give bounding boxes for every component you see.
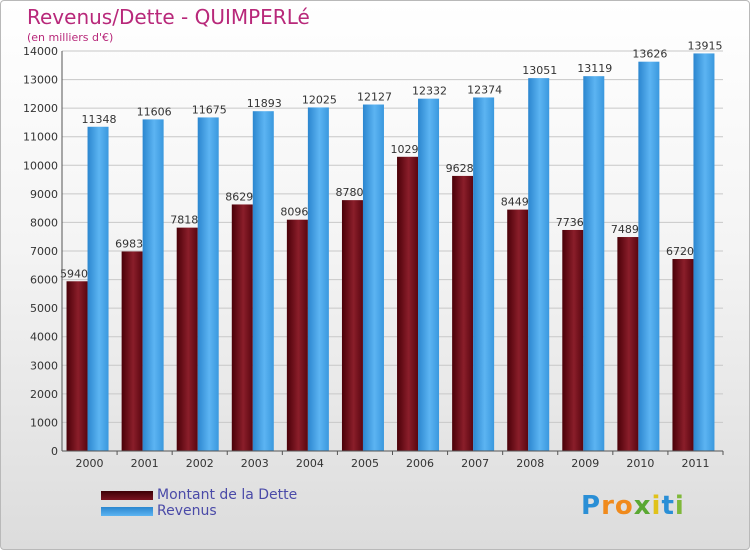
data-labels: 5940 11348 6983 11606 7818 11675 8629 11893 8096… xyxy=(60,39,722,280)
data-label-dette: 6983 xyxy=(115,237,143,250)
x-tick-label: 2006 xyxy=(406,457,434,470)
bar-revenus xyxy=(583,76,605,452)
data-label-revenus: 12374 xyxy=(467,83,502,96)
data-label-dette: 7489 xyxy=(611,223,639,236)
bar-revenus xyxy=(693,53,715,452)
y-tick-label: 3000 xyxy=(30,359,58,372)
bar-revenus xyxy=(307,107,329,451)
bar-dette xyxy=(617,237,639,451)
y-tick-label: 7000 xyxy=(30,245,58,258)
bar-dette xyxy=(562,229,584,451)
bar-dette xyxy=(397,156,419,452)
data-label-dette: 7736 xyxy=(556,216,584,229)
data-label-dette: 5940 xyxy=(60,267,88,280)
x-tick-label: 2001 xyxy=(131,457,159,470)
data-label-dette: 8449 xyxy=(501,196,529,209)
y-tick-label: 4000 xyxy=(30,331,58,344)
legend-swatch-dette xyxy=(101,491,153,500)
y-tick-label: 12000 xyxy=(23,102,58,115)
x-tick-label: 2003 xyxy=(241,457,269,470)
data-label-dette: 7818 xyxy=(170,214,198,227)
data-label-revenus: 13051 xyxy=(522,64,557,77)
x-tick-label: 2005 xyxy=(351,457,379,470)
data-label-revenus: 12332 xyxy=(412,85,447,98)
data-label-dette: 8096 xyxy=(280,206,308,219)
bar-revenus xyxy=(87,126,109,452)
bar-dette xyxy=(452,175,474,451)
data-label-revenus: 12025 xyxy=(302,93,337,106)
x-tick-label: 2000 xyxy=(76,457,104,470)
y-tick-label: 13000 xyxy=(23,74,58,87)
x-tick-label: 2011 xyxy=(681,457,709,470)
bar-dette xyxy=(121,251,143,451)
x-tick-label: 2008 xyxy=(516,457,544,470)
y-tick-label: 5000 xyxy=(30,302,58,315)
y-tick-label: 8000 xyxy=(30,216,58,229)
bar-revenus xyxy=(197,117,219,451)
x-tick-label: 2004 xyxy=(296,457,324,470)
data-label-revenus: 11893 xyxy=(247,97,282,110)
bar-dette xyxy=(672,259,694,451)
bar-dette xyxy=(341,200,363,451)
y-tick-label: 9000 xyxy=(30,188,58,201)
legend-label-revenus: Revenus xyxy=(157,503,217,519)
bar-revenus xyxy=(473,97,495,451)
bar-revenus xyxy=(638,61,660,451)
data-label-revenus: 13119 xyxy=(577,62,612,75)
y-tick-label: 0 xyxy=(51,445,58,458)
bar-dette xyxy=(66,281,88,451)
bars xyxy=(66,53,715,452)
y-tick-label: 11000 xyxy=(23,131,58,144)
x-tick-label: 2010 xyxy=(626,457,654,470)
axes: 0 1000 2000 3000 4000 5000 6000 7000 8000 9000 100… xyxy=(23,45,724,470)
data-label-dette: 8629 xyxy=(225,190,253,203)
bar-revenus xyxy=(528,78,550,451)
y-tick-label: 1000 xyxy=(30,416,58,429)
data-label-revenus: 11606 xyxy=(137,105,172,118)
x-tick-label: 2007 xyxy=(461,457,489,470)
x-tick-label: 2009 xyxy=(571,457,599,470)
data-label-dette: 8780 xyxy=(335,186,363,199)
data-label-revenus: 13915 xyxy=(687,39,722,52)
bar-dette xyxy=(176,227,198,451)
bar-revenus xyxy=(252,111,274,451)
bar-dette xyxy=(231,204,253,451)
data-label-revenus: 12127 xyxy=(357,91,392,104)
bar-dette xyxy=(507,209,529,451)
legend-swatch-revenus xyxy=(101,507,153,516)
data-label-dette: 9628 xyxy=(446,162,474,175)
data-label-revenus: 11675 xyxy=(192,103,227,116)
proxiti-logo: Proxiti xyxy=(581,491,685,521)
data-label-revenus: 13626 xyxy=(632,48,667,61)
bar-dette xyxy=(286,219,308,451)
y-tick-label: 14000 xyxy=(23,45,58,58)
data-label-dette: 6720 xyxy=(666,245,694,258)
bar-revenus xyxy=(418,98,440,452)
bar-revenus xyxy=(362,104,384,451)
x-tick-label: 2002 xyxy=(186,457,214,470)
bar-revenus xyxy=(142,119,164,452)
data-label-revenus: 11348 xyxy=(82,113,117,126)
chart-subtitle: (en milliers d'€) xyxy=(27,31,114,44)
y-tick-label: 10000 xyxy=(23,159,58,172)
chart-title: Revenus/Dette - QUIMPERLé xyxy=(27,5,310,29)
data-label-dette: 1029 xyxy=(391,143,419,156)
y-tick-label: 2000 xyxy=(30,388,58,401)
legend-label-dette: Montant de la Dette xyxy=(157,487,298,503)
y-tick-label: 6000 xyxy=(30,274,58,287)
